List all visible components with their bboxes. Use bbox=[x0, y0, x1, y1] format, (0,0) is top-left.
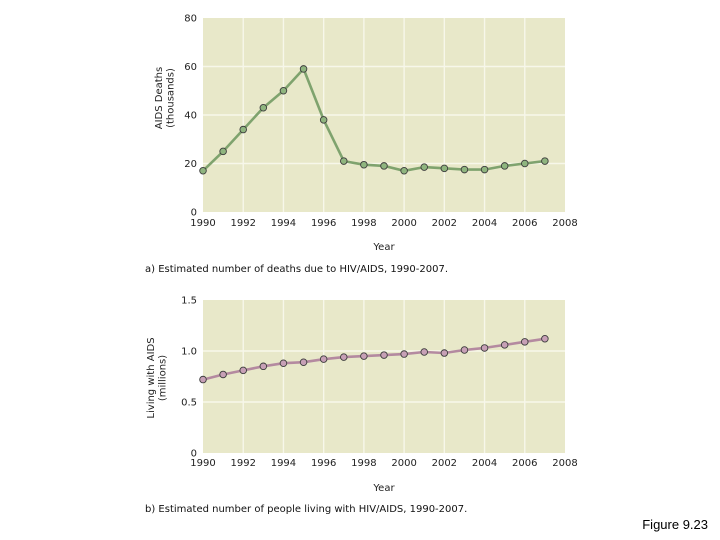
data-point bbox=[259, 362, 268, 371]
y-axis-title: Living with AIDS(millions) bbox=[146, 337, 169, 418]
x-tick-label: 1994 bbox=[271, 218, 296, 229]
data-point bbox=[319, 355, 328, 363]
y-tick-label: 80 bbox=[184, 14, 197, 25]
data-point bbox=[299, 358, 308, 366]
x-tick-label: 1990 bbox=[190, 458, 215, 469]
y-tick-label: 60 bbox=[184, 62, 197, 73]
data-point bbox=[239, 125, 247, 134]
x-tick-label: 2006 bbox=[512, 458, 537, 469]
data-point bbox=[340, 353, 348, 361]
data-point bbox=[500, 162, 509, 170]
x-tick-label: 2004 bbox=[472, 458, 497, 469]
data-point bbox=[340, 157, 348, 165]
x-tick-label: 1992 bbox=[230, 218, 255, 229]
data-point bbox=[279, 359, 288, 367]
data-point bbox=[219, 147, 227, 156]
data-point bbox=[259, 103, 268, 112]
data-point bbox=[199, 167, 207, 175]
x-tick-label: 1998 bbox=[351, 458, 376, 469]
x-tick-label: 1990 bbox=[190, 218, 215, 229]
y-axis-title-line: (thousands) bbox=[166, 68, 177, 128]
x-tick-label: 1996 bbox=[311, 458, 336, 469]
data-point bbox=[239, 366, 247, 375]
data-point bbox=[219, 370, 227, 379]
chart-caption: a) Estimated number of deaths due to HIV… bbox=[145, 264, 448, 275]
chart-b: 0 0.5 1.0 1.5 1990 1992 1994 1996 1998 2000 2002 20… bbox=[145, 296, 578, 516]
data-point bbox=[360, 352, 368, 360]
y-tick-label: 0 bbox=[191, 208, 197, 219]
y-tick-label: 40 bbox=[184, 111, 197, 122]
x-tick-label: 2000 bbox=[391, 458, 416, 469]
data-point bbox=[460, 346, 469, 354]
x-tick-label: 2002 bbox=[432, 458, 457, 469]
y-tick-label: 20 bbox=[184, 159, 197, 170]
x-tick-label: 2000 bbox=[391, 218, 416, 229]
chart-a: 0 20 40 60 80 1990 1992 1994 1996 1998 2000 2002 200… bbox=[145, 14, 578, 276]
data-point bbox=[460, 165, 469, 174]
data-point bbox=[440, 164, 449, 173]
figure-label: Figure 9.23 bbox=[642, 517, 708, 532]
y-tick-label: 0 bbox=[191, 449, 197, 460]
x-tick-label: 2008 bbox=[552, 218, 577, 229]
y-tick-label: 0.5 bbox=[181, 398, 197, 409]
data-point bbox=[420, 163, 428, 171]
data-point bbox=[480, 344, 489, 352]
data-point bbox=[500, 341, 509, 349]
data-point bbox=[360, 160, 368, 169]
data-point bbox=[541, 157, 549, 165]
data-point bbox=[400, 350, 408, 358]
data-point bbox=[420, 348, 428, 356]
chart-caption: b) Estimated number of people living wit… bbox=[145, 504, 467, 515]
y-tick-label: 1.0 bbox=[181, 347, 197, 358]
y-axis-title-line: (millions) bbox=[158, 355, 169, 401]
x-tick-label: 2002 bbox=[432, 218, 457, 229]
x-tick-label: 1996 bbox=[311, 218, 336, 229]
x-tick-label: 2008 bbox=[552, 458, 577, 469]
data-point bbox=[380, 162, 388, 170]
plot-area bbox=[203, 300, 565, 453]
x-tick-label: 1998 bbox=[351, 218, 376, 229]
data-point bbox=[480, 165, 489, 174]
x-tick-label: 1994 bbox=[271, 458, 296, 469]
data-point bbox=[380, 351, 388, 359]
y-tick-label: 1.5 bbox=[181, 296, 197, 307]
data-point bbox=[440, 349, 449, 357]
x-axis-title: Year bbox=[372, 483, 395, 494]
y-axis-title: AIDS Deaths(thousands) bbox=[154, 67, 177, 129]
y-axis-title-line: Living with AIDS bbox=[146, 337, 157, 418]
data-point bbox=[521, 338, 529, 346]
data-point bbox=[299, 65, 308, 73]
x-tick-label: 2006 bbox=[512, 218, 537, 229]
data-point bbox=[279, 86, 288, 95]
data-point bbox=[521, 159, 529, 168]
x-tick-label: 1992 bbox=[230, 458, 255, 469]
data-point bbox=[400, 167, 408, 175]
x-axis-title: Year bbox=[372, 242, 395, 253]
data-point bbox=[199, 375, 207, 384]
data-point bbox=[541, 335, 549, 343]
y-axis-title-line: AIDS Deaths bbox=[154, 67, 165, 129]
data-point bbox=[319, 116, 328, 124]
x-tick-label: 2004 bbox=[472, 218, 497, 229]
